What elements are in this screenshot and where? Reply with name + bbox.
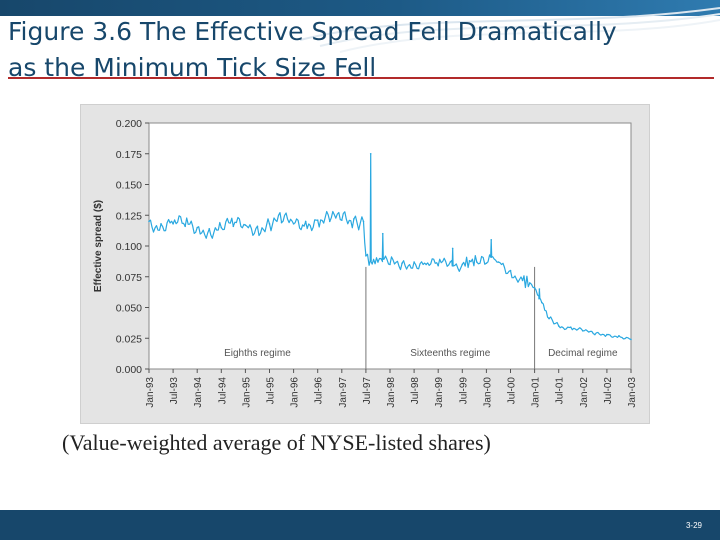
spike-point <box>538 288 541 290</box>
y-tick-label: 0.025 <box>116 333 142 345</box>
data-point <box>184 225 186 228</box>
x-tick-label: Jan-03 <box>627 377 638 408</box>
data-point <box>475 261 478 263</box>
x-tick-label: Jan-99 <box>434 377 445 408</box>
data-point <box>468 259 471 262</box>
data-point <box>369 259 372 262</box>
x-tick-label: Jul-96 <box>314 377 325 405</box>
data-point <box>594 333 596 336</box>
data-point <box>449 261 452 263</box>
effective-spread-chart: 0.200 0.175 0.150 0.125 0.100 0.075 0.050 0.025… <box>93 118 638 408</box>
data-point <box>208 227 211 230</box>
data-point <box>244 224 247 226</box>
data-point <box>316 219 319 221</box>
regime-label: Sixteenths regime <box>410 348 490 359</box>
spike-point <box>451 247 454 250</box>
data-point <box>148 220 150 223</box>
x-tick-label: Jul-97 <box>362 377 373 405</box>
data-point <box>292 223 295 225</box>
x-tick-label: Jul-98 <box>410 377 421 405</box>
data-point <box>606 333 608 336</box>
x-tick-label: Jul-00 <box>507 377 518 405</box>
data-point <box>196 226 198 229</box>
x-tick-label: Jul-95 <box>266 377 277 405</box>
data-point <box>541 301 543 304</box>
x-tick-label: Jan-94 <box>193 377 204 408</box>
x-tick-label: Jan-97 <box>338 377 349 408</box>
x-tick-label: Jan-98 <box>386 377 397 408</box>
chart-frame: 0.200 0.175 0.150 0.125 0.100 0.075 0.050 0.025… <box>80 104 650 424</box>
data-point <box>341 219 343 221</box>
x-tick-label: Jan-00 <box>482 377 493 408</box>
data-point <box>425 263 427 266</box>
x-tick-label: Jul-01 <box>555 377 566 405</box>
data-point <box>232 225 235 228</box>
x-tick-label: Jul-94 <box>217 377 228 405</box>
data-point <box>548 317 550 320</box>
y-tick-label: 0.000 <box>116 364 142 376</box>
data-point <box>362 220 365 223</box>
data-point <box>497 261 500 263</box>
data-point <box>377 261 379 263</box>
footer-band: 3-29 <box>0 510 720 540</box>
title-wave-decoration <box>299 7 720 53</box>
data-point <box>353 218 355 220</box>
y-tick-label: 0.100 <box>116 241 142 253</box>
x-tick-label: Jul-99 <box>458 377 469 405</box>
data-point <box>485 262 488 265</box>
data-point <box>256 225 259 228</box>
series-line-effective-spread <box>148 153 632 341</box>
top-accent-band <box>0 0 720 16</box>
spike-point <box>490 239 493 241</box>
x-tick-label: Jan-95 <box>241 377 252 408</box>
spike-point <box>381 232 384 235</box>
x-tick-label: Jan-96 <box>290 377 301 408</box>
data-point <box>569 326 572 328</box>
regime-label: Decimal regime <box>548 348 618 359</box>
x-tick-label: Jul-02 <box>603 377 614 405</box>
plot-area <box>148 122 632 370</box>
y-tick-label: 0.075 <box>116 272 142 284</box>
data-point <box>389 263 391 266</box>
data-point <box>533 287 536 289</box>
y-tick-label: 0.200 <box>116 118 142 130</box>
data-point <box>582 330 584 332</box>
data-point <box>328 220 331 223</box>
data-point <box>268 223 271 225</box>
slide-title: Figure 3.6 The Effective Spread Fell Dra… <box>8 17 617 82</box>
data-point <box>304 220 307 223</box>
slide-number: 3-29 <box>685 521 702 530</box>
data-point <box>490 256 493 258</box>
data-point <box>220 226 223 229</box>
data-point <box>172 223 174 225</box>
data-point <box>521 279 524 282</box>
y-tick-label: 0.150 <box>116 180 142 192</box>
x-tick-label: Jan-01 <box>531 377 542 408</box>
data-point <box>365 255 367 257</box>
data-point <box>413 261 415 263</box>
y-axis-label: Effective spread ($) <box>93 200 104 292</box>
data-point <box>557 325 560 327</box>
title-underline <box>8 77 714 79</box>
y-tick-label: 0.125 <box>116 210 142 222</box>
x-tick-label: Jan-93 <box>145 377 156 408</box>
data-point <box>437 264 440 267</box>
data-point <box>509 269 512 272</box>
x-tick-label: Jul-93 <box>169 377 180 405</box>
regime-label: Eighths regime <box>224 348 291 359</box>
data-point <box>280 221 283 224</box>
chart-caption: (Value-weighted average of NYSE-listed s… <box>62 430 491 455</box>
data-point <box>618 334 620 337</box>
data-point <box>630 338 632 341</box>
y-tick-label: 0.175 <box>116 149 142 161</box>
spike-point <box>369 152 372 155</box>
data-point <box>528 282 531 284</box>
y-tick-label: 0.050 <box>116 303 142 315</box>
data-point <box>461 263 464 266</box>
x-tick-label: Jan-02 <box>579 377 590 408</box>
data-point <box>160 223 162 225</box>
data-point <box>401 262 403 265</box>
